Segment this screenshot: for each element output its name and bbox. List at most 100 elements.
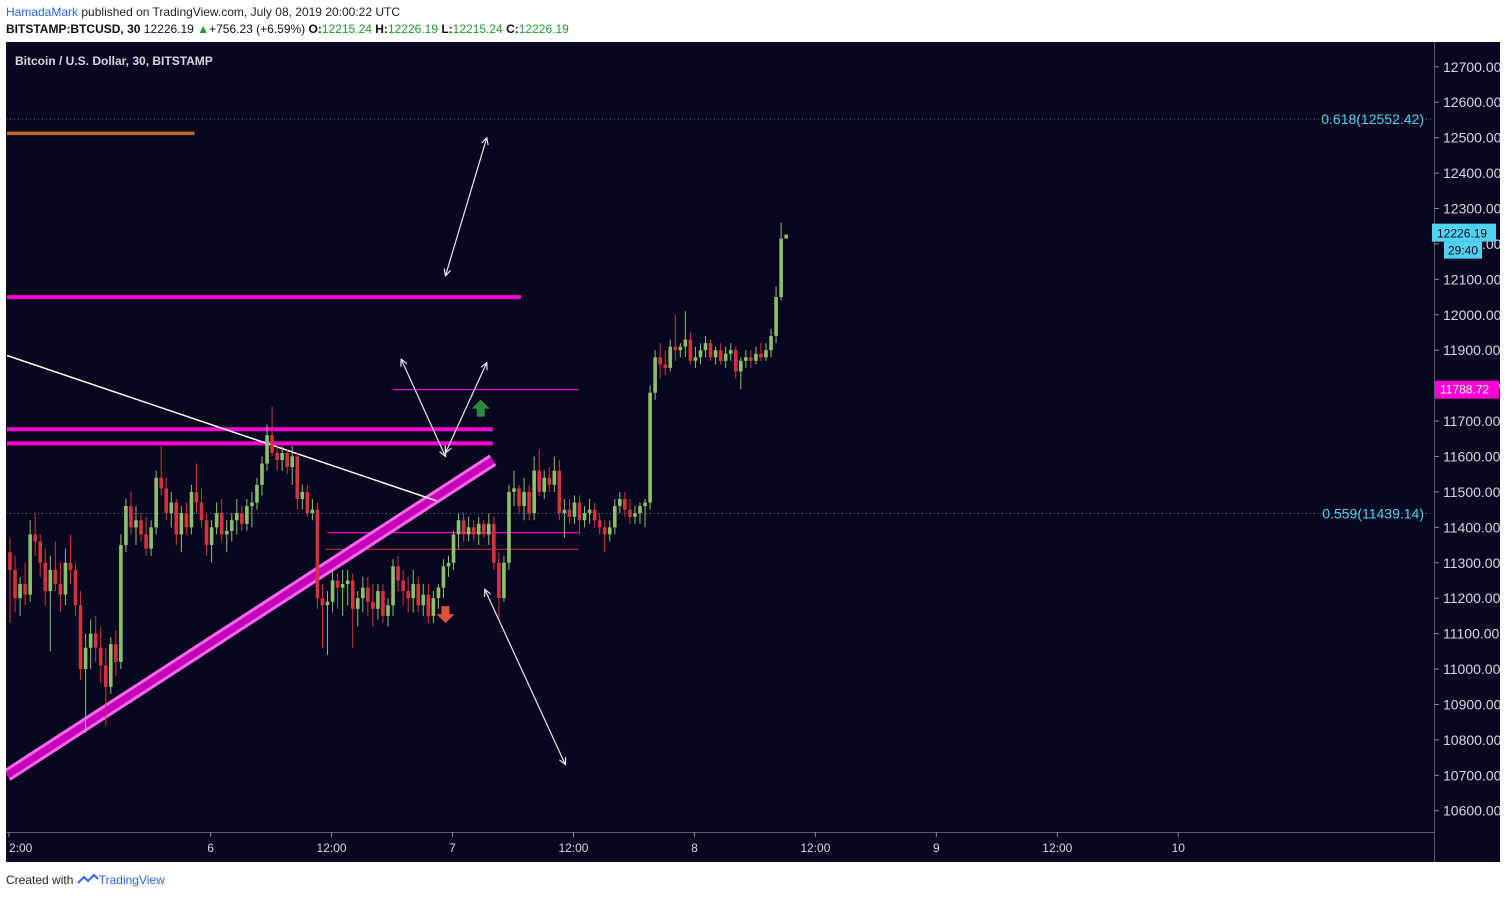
candle-body [219, 513, 224, 535]
candle-body [58, 584, 63, 595]
publish-info: published on TradingView.com, July 08, 2… [81, 5, 401, 19]
x-tick-label: 6 [207, 841, 214, 855]
y-tick-label: 10700.00 [1443, 767, 1500, 783]
x-tick-label: 9 [933, 841, 940, 855]
y-tick-label: 10900.00 [1443, 696, 1500, 712]
candle-body [451, 534, 456, 563]
candle-body [139, 520, 143, 535]
candle-body [769, 336, 773, 351]
y-tick-label: 12600.00 [1443, 94, 1500, 110]
candle-body [355, 598, 360, 609]
x-tick-label: 12:00 [1042, 841, 1072, 855]
ohlc-line: BITSTAMP:BTCUSD, 30 12226.19 ▲+756.23 (+… [6, 22, 569, 36]
fib-level-label: 0.559(11439.14) [1322, 505, 1424, 521]
candle-body [693, 357, 698, 361]
close-value: 12226.19 [518, 22, 569, 36]
candle-body [179, 513, 184, 535]
high-label: H: [375, 22, 388, 36]
candle-body [53, 569, 58, 585]
y-tick-label: 11100.00 [1443, 626, 1500, 642]
x-tick-label: 8 [691, 841, 698, 855]
y-tick-label: 12100.00 [1443, 271, 1500, 287]
candle-body [144, 534, 148, 549]
candle-body [623, 498, 627, 510]
symbol-label: BITSTAMP:BTCUSD, 30 [6, 22, 141, 36]
candle-body [688, 339, 693, 361]
candle-body [209, 527, 214, 546]
y-tick-label: 11600.00 [1443, 448, 1500, 464]
candle-body [421, 594, 426, 606]
candle-body [235, 513, 239, 521]
candle-body [557, 470, 562, 514]
candle-body [401, 580, 405, 592]
candle-body [537, 470, 541, 492]
candle-body [164, 488, 169, 514]
tradingview-link[interactable]: TradingView [98, 873, 165, 887]
open-label: O: [308, 22, 322, 36]
candle-body [416, 584, 421, 606]
y-tick-label: 10600.00 [1443, 803, 1500, 819]
candle-body [129, 506, 133, 528]
candle-body [114, 644, 118, 662]
candle-body [476, 523, 481, 535]
candle-body [386, 605, 390, 616]
candle-body [517, 488, 521, 507]
candle-body [587, 509, 592, 514]
created-with-label: Created with [6, 873, 74, 887]
level-price-label: 11788.72 [1440, 383, 1489, 397]
candle-body [774, 297, 778, 337]
candle-body [204, 520, 209, 546]
y-tick-label: 12400.00 [1443, 165, 1500, 181]
support-trendline [6, 457, 495, 779]
y-tick-label: 11900.00 [1443, 342, 1500, 358]
price-axis [1434, 42, 1500, 862]
y-tick-label: 12300.00 [1443, 201, 1500, 217]
candle-body [572, 502, 577, 517]
x-tick-label: 12:00 [558, 841, 588, 855]
candle-body [426, 594, 431, 616]
candle-body [73, 569, 78, 606]
candle-body [492, 523, 496, 563]
candle-body [466, 527, 471, 535]
candle-body [703, 343, 708, 351]
candle-body [754, 353, 758, 361]
candle-body [552, 470, 557, 485]
candle-body [350, 580, 355, 609]
x-tick-label: 12:00 [317, 841, 347, 855]
low-label: L: [441, 22, 453, 36]
candle-body [376, 591, 380, 609]
candle-body [300, 491, 305, 499]
candle-body [381, 591, 385, 616]
candle-body [633, 513, 637, 517]
descending-trendline [6, 354, 437, 502]
candle-body [43, 562, 48, 592]
price-chart[interactable]: 12700.00 12600.00 12500.00 12400.00 12300.00… [6, 42, 1500, 862]
candle-body [275, 452, 279, 461]
candle-body [708, 343, 713, 358]
candle-body [184, 513, 189, 528]
candle-body [567, 509, 572, 517]
candle-body [194, 491, 199, 503]
candle-body [733, 350, 738, 372]
fib-level-label: 0.618(12552.42) [1321, 111, 1424, 127]
candle-body [149, 527, 153, 549]
candle-body [78, 605, 83, 670]
candle-body [481, 523, 486, 535]
x-tick-label: 2:00 [9, 841, 33, 855]
y-tick-label: 11400.00 [1443, 519, 1500, 535]
candle-body [98, 647, 103, 666]
candle-body [542, 477, 547, 492]
projection-arrow [445, 363, 486, 453]
candle-body [683, 339, 688, 347]
plot-area [6, 42, 1434, 832]
y-tick-label: 12500.00 [1443, 130, 1500, 146]
candle-body [527, 491, 531, 514]
candle-body [406, 591, 410, 599]
candle-body [411, 584, 415, 599]
candle-body [638, 506, 642, 514]
candle-body [723, 353, 728, 361]
author-link[interactable]: HamadaMark [6, 5, 79, 19]
candle-body [512, 488, 516, 492]
candle-body [315, 509, 320, 599]
candle-body [174, 502, 179, 535]
